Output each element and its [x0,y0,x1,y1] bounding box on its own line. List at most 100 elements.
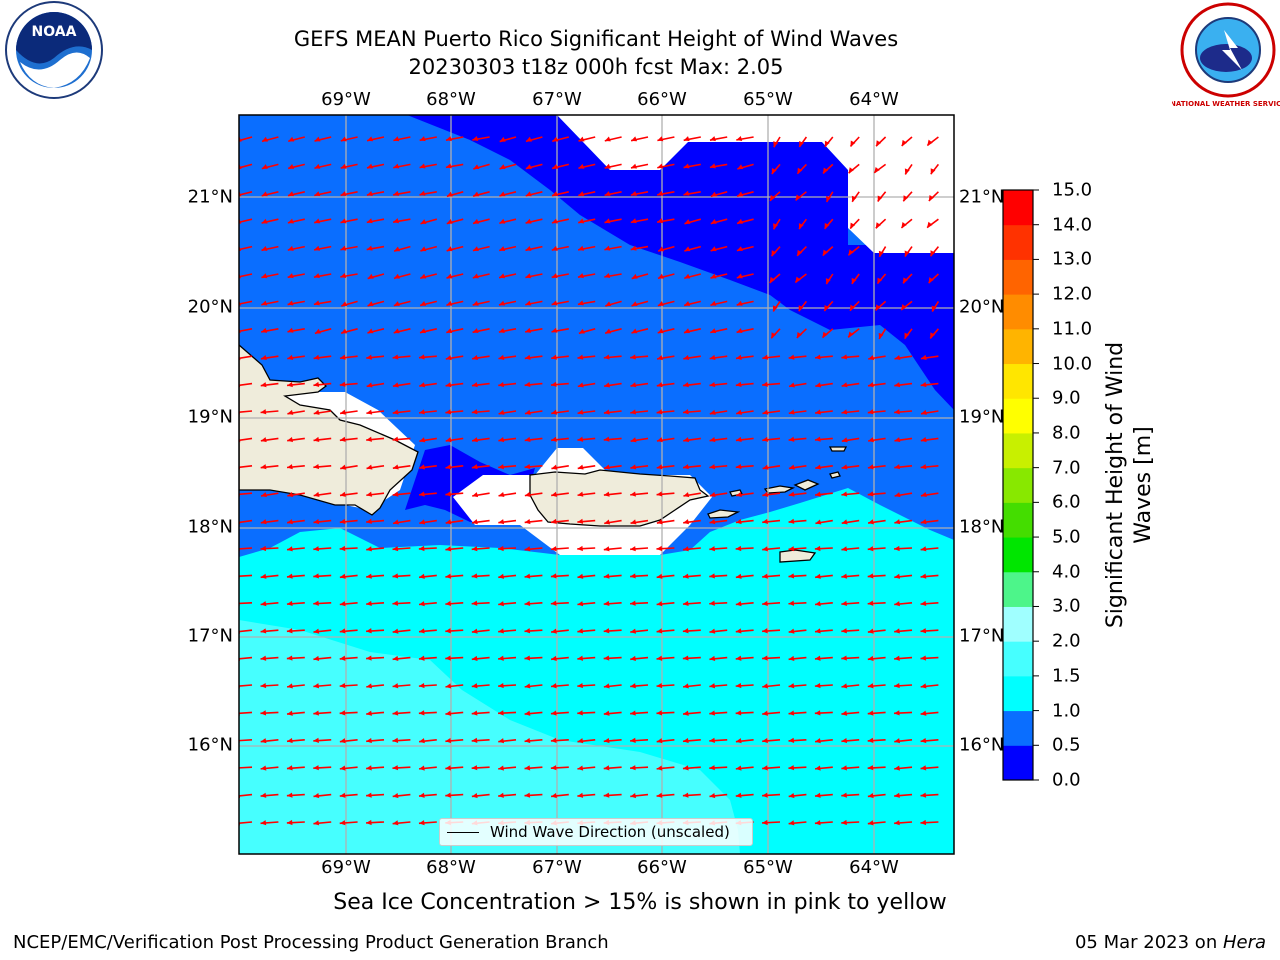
wave-direction-arrowhead [340,163,347,169]
wave-direction-arrowhead [630,163,637,169]
wave-direction-arrowhead [261,164,268,169]
wave-direction-arrowhead [498,436,505,443]
wave-direction-arrowhead [788,436,795,442]
wave-direction-arrowhead [366,573,372,579]
wave-direction-arrowhead [524,792,531,798]
wave-direction-arrowhead [498,628,504,634]
wave-direction-arrowhead [867,820,874,826]
wave-direction-arrowhead [419,136,426,142]
wave-direction-arrowhead [796,331,802,338]
wave-direction-arrowhead [658,246,665,252]
wave-direction-arrowhead [894,765,900,771]
wave-direction-arrowhead [867,464,874,470]
colorbar-tick-label: 0.0 [1052,769,1081,791]
wave-direction-arrowhead [392,491,399,497]
wave-direction-arrowhead [736,273,743,279]
colorbar-tick-label: 1.5 [1052,665,1081,687]
colorbar-segment [1003,398,1033,434]
wave-direction-arrowhead [550,765,557,771]
wave-direction-arrowhead [788,737,795,743]
wave-direction-arrowhead [339,738,346,744]
wave-direction-arrowhead [771,250,777,257]
wave-direction-arrowhead [472,492,479,498]
wave-direction-arrowhead [815,354,821,360]
wave-direction-arrowhead [683,354,690,361]
wave-direction-arrowhead [604,163,611,169]
wave-direction-arrowhead [894,710,900,716]
colorbar-tick-label: 5.0 [1052,526,1081,548]
wave-direction-arrowhead [762,381,768,387]
wave-direction-arrowhead [550,710,557,716]
wave-direction-arrowhead [392,464,399,470]
wave-direction-arrowhead [709,765,715,771]
wave-direction-arrowhead [524,765,531,771]
wave-direction-arrowhead [445,355,452,361]
wave-direction-arrowhead [287,436,294,443]
wave-direction-arrowhead [799,140,804,147]
wave-direction-arrowhead [261,300,268,306]
wave-direction-arrowhead [604,136,611,142]
wave-direction-arrowhead [392,655,399,662]
colorbar-tick-label: 11.0 [1052,318,1093,340]
colorbar-tick-label: 10.0 [1052,353,1093,375]
wave-direction-arrowhead [894,655,900,661]
wave-direction-arrowhead [683,546,689,552]
wave-direction-arrowhead [419,190,426,196]
wave-direction-arrowhead [524,655,531,661]
wave-direction-arrowhead [709,573,715,579]
wave-direction-arrowhead [826,195,831,202]
wave-direction-arrowhead [604,191,611,197]
wave-direction-arrowhead [762,819,768,826]
wave-direction-arrowhead [920,628,927,634]
wave-direction-arrowhead [709,628,716,634]
wave-direction-arrowhead [735,738,742,744]
wave-direction-arrowhead [868,355,875,361]
wave-direction-arrowhead [814,682,821,689]
wave-direction-arrowhead [394,246,401,252]
wave-direction-arrowhead [471,382,478,388]
wave-direction-arrowhead [841,600,848,607]
wave-direction-arrowhead [472,328,479,334]
wave-direction-arrowhead [762,464,769,470]
wave-direction-arrowhead [471,655,478,662]
wave-direction-arrowhead [604,272,611,278]
wave-direction-arrowhead [841,519,848,525]
lon-label-top-3: 67°W [532,89,582,110]
wave-direction-arrowhead [261,218,268,224]
wave-direction-arrowhead [577,518,584,524]
colorbar-segment [1003,294,1033,330]
wave-direction-arrowhead [524,628,531,634]
wave-direction-arrowhead [709,546,716,552]
wave-direction-arrowhead [682,792,689,798]
wave-direction-arrowhead [603,491,610,497]
wave-direction-arrowhead [877,195,883,202]
colorbar-segment [1003,190,1033,226]
wave-direction-arrowhead [499,218,506,224]
wave-direction-arrowhead [524,546,531,552]
wave-direction-arrowhead [552,136,559,142]
wave-direction-arrowhead [471,737,478,743]
wave-direction-arrowhead [788,464,795,470]
colorbar-segment [1003,641,1033,677]
wave-direction-arrowhead [418,655,425,661]
wave-direction-arrowhead [797,249,803,256]
wave-direction-arrowhead [551,518,557,525]
wave-direction-arrowhead [313,463,320,470]
wave-direction-arrowhead [736,135,743,141]
colorbar-segment [1003,606,1033,642]
wave-direction-arrowhead [841,710,848,716]
wave-direction-arrowhead [848,167,854,174]
wave-direction-arrowhead [392,409,399,415]
wave-direction-arrowhead [339,491,346,497]
wave-direction-arrowhead [313,546,320,552]
wave-direction-arrowhead [894,738,901,744]
wave-direction-arrowhead [313,628,320,634]
wave-direction-arrowhead [551,409,558,415]
wave-direction-arrowhead [286,819,293,826]
wave-direction-arrowhead [684,301,691,306]
wave-direction-arrowhead [367,328,374,334]
wave-direction-arrowhead [875,222,881,229]
lat-label-right-1: 21°N [959,186,1005,208]
wave-direction-arrow [239,821,253,825]
wave-direction-arrowhead [657,136,664,142]
